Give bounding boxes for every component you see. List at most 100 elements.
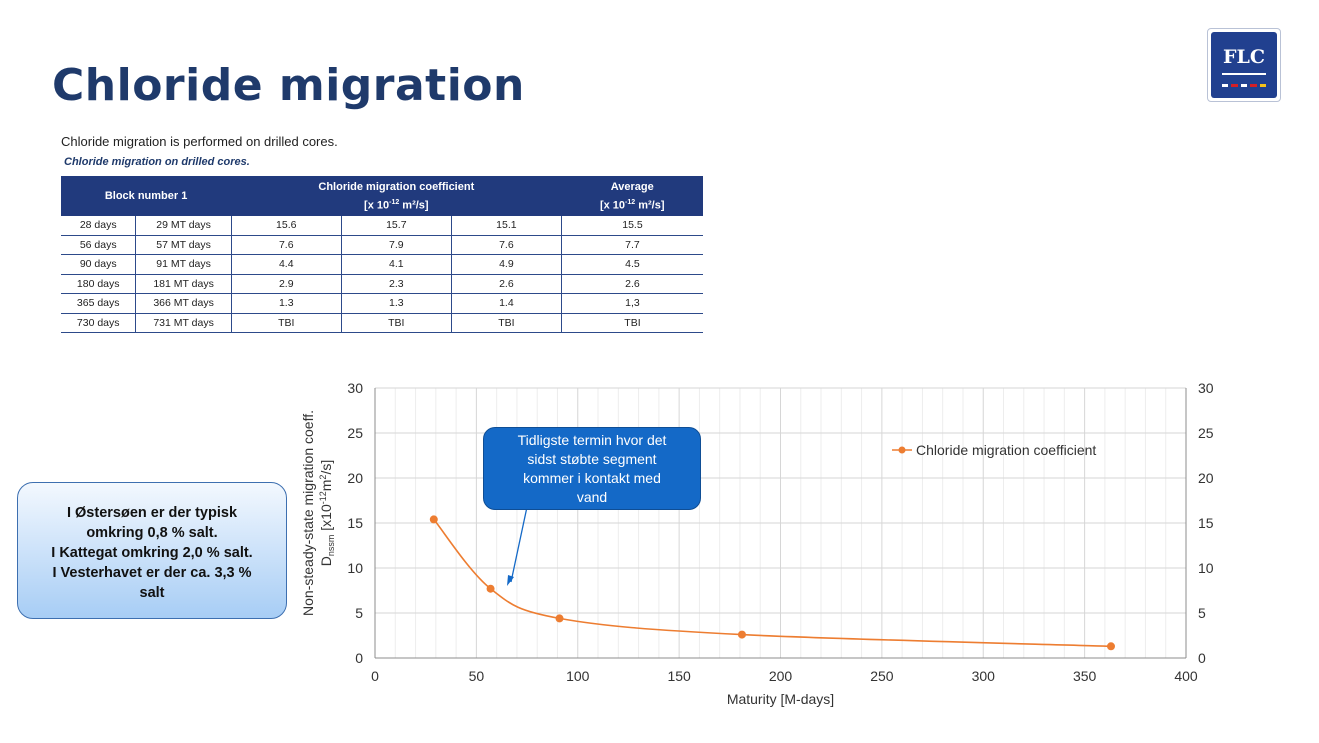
table-cell: 731 MT days — [135, 313, 232, 333]
x-axis-label: Maturity [M-days] — [727, 691, 834, 707]
page-title: Chloride migration — [52, 60, 525, 111]
x-tick-label: 100 — [566, 668, 590, 684]
x-tick-label: 400 — [1174, 668, 1198, 684]
info-line: I Østersøen er der typisk — [66, 505, 238, 521]
table-row: 365 days 366 MT days 1.3 1.3 1.4 1,3 — [61, 293, 703, 314]
table-cell: TBI — [451, 313, 562, 333]
table-cell: 2.3 — [341, 274, 452, 294]
callout-line: sidst støbte segment — [527, 451, 657, 467]
table-cell: 15.1 — [451, 216, 562, 236]
callout-line: kommer i kontakt med — [523, 470, 661, 486]
table-header-row: Block number 1 Chloride migration coeffi… — [61, 176, 703, 216]
table-cell: TBI — [231, 313, 342, 333]
data-point — [486, 584, 495, 593]
table-row: 90 days 91 MT days 4.4 4.1 4.9 4.5 — [61, 254, 703, 275]
table-cell: 366 MT days — [135, 293, 232, 314]
table-cell: 91 MT days — [135, 254, 232, 275]
chloride-table: Block number 1 Chloride migration coeffi… — [61, 176, 703, 333]
x-tick-label: 50 — [469, 668, 485, 684]
y-tick-label: 0 — [355, 650, 363, 666]
y-axis-label-line1: Non-steady-state migration coeff. — [300, 410, 316, 616]
info-line: I Kattegat omkring 2,0 % salt. — [51, 545, 253, 561]
header-coefficient-line1: Chloride migration coefficient — [318, 180, 475, 193]
table-cell: 1.3 — [231, 293, 342, 314]
logo-underline — [1222, 73, 1266, 75]
logo-text: FLC — [1223, 46, 1265, 68]
table-cell: 90 days — [61, 254, 137, 275]
table-cell: 57 MT days — [135, 235, 232, 255]
info-line: salt — [139, 585, 165, 601]
table-cell: 2.6 — [561, 274, 703, 294]
table-cell: 7.9 — [341, 235, 452, 255]
table-cell: 15.5 — [561, 216, 703, 236]
table-cell: TBI — [561, 313, 703, 333]
table-cell: 365 days — [61, 293, 137, 314]
header-block: Block number 1 — [61, 176, 232, 216]
table-cell: TBI — [341, 313, 452, 333]
table-cell: 29 MT days — [135, 216, 232, 236]
data-point — [737, 630, 746, 639]
y-tick-label: 30 — [347, 380, 363, 396]
table-cell: 2.6 — [451, 274, 562, 294]
callout-box: Tidligste termin hvor det sidst støbte s… — [483, 427, 701, 510]
flc-logo: FLC — [1207, 28, 1281, 102]
x-tick-label: 150 — [667, 668, 691, 684]
legend-marker — [898, 446, 906, 454]
y-tick-label: 20 — [347, 470, 363, 486]
callout-line: vand — [576, 489, 608, 505]
table-cell: 4.9 — [451, 254, 562, 275]
y-tick-label: 10 — [347, 560, 363, 576]
intro-text: Chloride migration is performed on drill… — [61, 134, 338, 149]
table-cell: 4.1 — [341, 254, 452, 275]
table-cell: 15.6 — [231, 216, 342, 236]
table-cell: 2.9 — [231, 274, 342, 294]
table-row: 28 days 29 MT days 15.6 15.7 15.1 15.5 — [61, 216, 703, 236]
series-line — [433, 518, 1112, 648]
table-cell: 15.7 — [341, 216, 452, 236]
logo-stripe — [1250, 84, 1257, 87]
table-cell: 7.6 — [451, 235, 562, 255]
table-cell: 4.5 — [561, 254, 703, 275]
data-point — [555, 614, 564, 623]
y-tick-label: 15 — [347, 515, 363, 531]
logo-stripes — [1222, 84, 1267, 87]
x-tick-label: 250 — [870, 668, 894, 684]
logo-stripe — [1231, 84, 1238, 87]
secondary-y-tick-label: 20 — [1198, 470, 1214, 486]
legend-label: Chloride migration coefficient — [916, 442, 1096, 458]
info-line: omkring 0,8 % salt. — [86, 525, 218, 541]
secondary-y-tick-label: 5 — [1198, 605, 1206, 621]
header-average-line1: Average — [610, 180, 654, 193]
header-coefficient: Chloride migration coefficient [x 10-12 … — [231, 176, 562, 216]
header-average: Average [x 10-12 m²/s] — [561, 176, 703, 216]
secondary-y-tick-label: 25 — [1198, 425, 1214, 441]
logo-stripe — [1259, 84, 1267, 87]
table-cell: 7.7 — [561, 235, 703, 255]
table-cell: 1.3 — [341, 293, 452, 314]
logo-stripe — [1240, 84, 1248, 87]
table-row: 180 days 181 MT days 2.9 2.3 2.6 2.6 — [61, 274, 703, 294]
table-cell: 7.6 — [231, 235, 342, 255]
data-point — [1106, 642, 1115, 651]
secondary-y-tick-label: 10 — [1198, 560, 1214, 576]
y-axis-label-line2: Dnssm [x10-12m2/s] — [318, 460, 336, 566]
table-cell: 1,3 — [561, 293, 703, 314]
callout-line: Tidligste termin hvor det — [517, 432, 667, 448]
x-tick-label: 200 — [769, 668, 793, 684]
secondary-y-tick-label: 0 — [1198, 650, 1206, 666]
table-cell: 181 MT days — [135, 274, 232, 294]
table-caption: Chloride migration on drilled cores. — [64, 156, 250, 168]
secondary-y-tick-label: 15 — [1198, 515, 1214, 531]
salinity-info-box: I Østersøen er der typisk omkring 0,8 % … — [17, 482, 287, 619]
table-row: 730 days 731 MT days TBI TBI TBI TBI — [61, 313, 703, 333]
table-cell: 730 days — [61, 313, 137, 333]
x-tick-label: 0 — [371, 668, 379, 684]
info-line: I Vesterhavet er der ca. 3,3 % — [52, 565, 252, 581]
data-point — [429, 515, 438, 524]
table-cell: 28 days — [61, 216, 137, 236]
header-average-line2: [x 10-12 m²/s] — [599, 198, 665, 212]
table-cell: 4.4 — [231, 254, 342, 275]
callout-arrow — [510, 506, 528, 583]
logo-stripe — [1222, 84, 1229, 87]
